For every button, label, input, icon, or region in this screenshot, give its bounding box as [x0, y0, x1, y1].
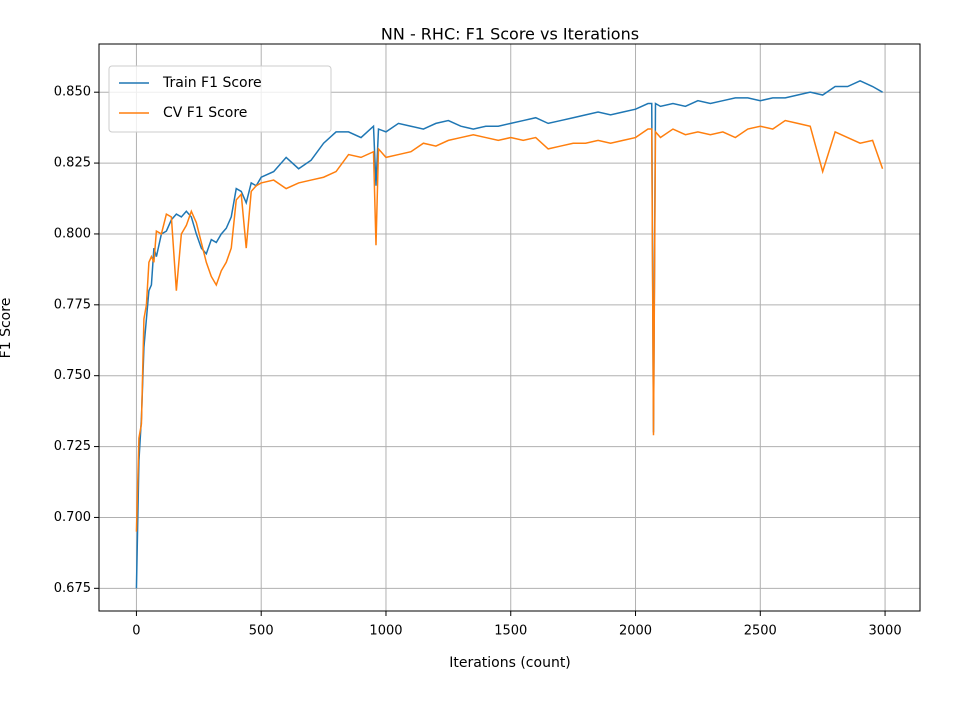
y-tick-label: 0.675	[54, 581, 91, 596]
legend-label: Train F1 Score	[162, 75, 262, 91]
x-tick-label: 1500	[494, 624, 527, 639]
x-tick-label: 1000	[369, 624, 402, 639]
x-axis-label: Iterations (count)	[449, 655, 571, 671]
line-series	[135, 119, 884, 532]
line-series	[135, 80, 883, 589]
axes-frame	[98, 43, 921, 612]
legend-box	[108, 65, 332, 133]
y-tick-label: 0.750	[54, 368, 91, 383]
y-tick-label: 0.700	[54, 510, 91, 525]
legend-label: CV F1 Score	[163, 105, 247, 121]
y-tick-label: 0.775	[54, 297, 91, 312]
x-tick-label: 500	[249, 624, 274, 639]
y-tick-label: 0.850	[54, 85, 91, 100]
x-tick-label: 0	[132, 624, 140, 639]
y-tick-label: 0.825	[54, 156, 91, 171]
x-tick-label: 2000	[619, 624, 652, 639]
y-tick-label: 0.725	[54, 439, 91, 454]
chart-title: NN - RHC: F1 Score vs Iterations	[381, 25, 639, 44]
x-tick-label: 2500	[744, 624, 777, 639]
y-axis-label: F1 Score	[0, 298, 14, 359]
x-tick-label: 3000	[869, 624, 902, 639]
y-tick-label: 0.800	[54, 226, 91, 241]
